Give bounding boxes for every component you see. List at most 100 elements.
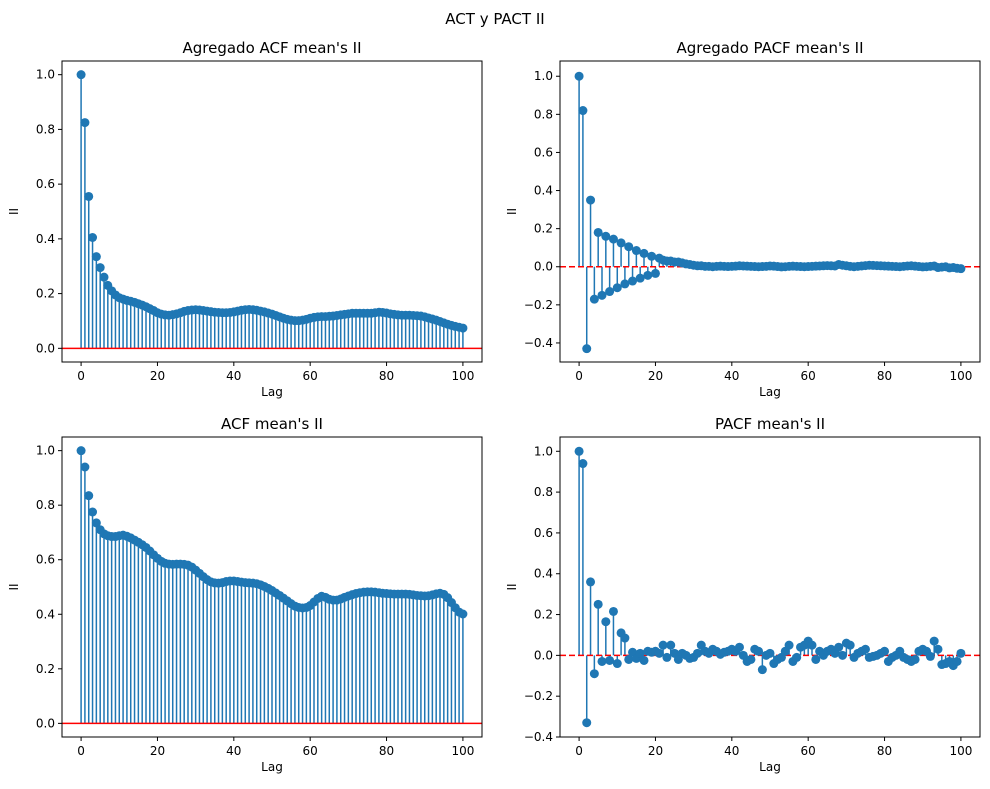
- x-tick-label: 0: [77, 744, 85, 758]
- data-point: [910, 654, 920, 664]
- stem-markers: [76, 446, 468, 619]
- data-point: [593, 599, 603, 609]
- data-point: [608, 234, 618, 244]
- axes-frame: [559, 436, 981, 738]
- data-point: [807, 640, 817, 650]
- data-point: [589, 669, 599, 679]
- x-tick-label: 80: [877, 744, 892, 758]
- x-tick-label: 100: [949, 369, 972, 383]
- data-point: [582, 344, 592, 354]
- y-tick-label: 0.2: [36, 287, 55, 301]
- data-point: [624, 654, 634, 664]
- axes-frame: [559, 60, 981, 363]
- x-tick-label: 20: [150, 744, 165, 758]
- data-point: [639, 248, 649, 258]
- x-axis-label: Lag: [261, 385, 283, 399]
- x-tick-label: 80: [877, 369, 892, 383]
- data-point: [574, 446, 584, 456]
- data-point: [765, 648, 775, 658]
- x-tick-label: 0: [77, 369, 85, 383]
- subplot-title: Agregado PACF mean's II: [676, 39, 863, 57]
- data-point: [574, 71, 584, 81]
- y-tick-label: −0.4: [524, 730, 553, 744]
- x-tick-label: 60: [303, 369, 318, 383]
- y-tick-label: 0.4: [36, 232, 55, 246]
- y-tick-label: 0.6: [534, 526, 553, 540]
- y-tick-label: 0.0: [36, 341, 55, 355]
- data-point: [647, 251, 657, 261]
- data-point: [605, 287, 615, 297]
- x-tick-label: 100: [451, 369, 474, 383]
- data-point: [792, 652, 802, 662]
- data-point: [635, 273, 645, 283]
- y-tick-label: 0.2: [534, 222, 553, 236]
- data-point: [91, 252, 101, 262]
- x-axis-label: Lag: [759, 385, 781, 399]
- x-tick-label: 40: [724, 369, 739, 383]
- x-axis-label: Lag: [759, 760, 781, 774]
- data-point: [76, 446, 86, 456]
- x-tick-label: 100: [451, 744, 474, 758]
- axes-frame: [61, 60, 483, 363]
- data-point: [643, 270, 653, 280]
- data-point: [458, 323, 468, 333]
- x-tick-label: 20: [150, 369, 165, 383]
- data-point: [838, 650, 848, 660]
- data-point: [586, 577, 596, 587]
- data-point: [597, 656, 607, 666]
- data-point: [925, 651, 935, 661]
- data-point: [91, 518, 101, 528]
- y-axis-label: II: [505, 583, 519, 590]
- data-point: [586, 195, 596, 205]
- x-axis-label: Lag: [261, 760, 283, 774]
- data-point: [811, 654, 821, 664]
- y-tick-label: −0.2: [524, 298, 553, 312]
- data-point: [952, 656, 962, 666]
- data-point: [88, 507, 98, 517]
- y-tick-label: −0.4: [524, 336, 553, 350]
- x-tick-label: 100: [949, 744, 972, 758]
- data-point: [860, 644, 870, 654]
- data-point: [612, 283, 622, 293]
- data-point: [608, 606, 618, 616]
- y-tick-label: 0.2: [36, 662, 55, 676]
- data-point: [593, 227, 603, 237]
- data-point: [631, 246, 641, 256]
- y-tick-label: 0.4: [36, 607, 55, 621]
- data-point: [635, 648, 645, 658]
- subplot-title: PACF mean's II: [715, 415, 825, 433]
- axes-frame: [61, 436, 483, 738]
- stem-lines: [80, 74, 464, 349]
- stem-markers: [76, 70, 468, 333]
- data-point: [628, 276, 638, 286]
- data-point: [880, 646, 890, 656]
- data-point: [757, 665, 767, 675]
- data-point: [666, 640, 676, 650]
- y-tick-label: 0.0: [534, 260, 553, 274]
- data-point: [784, 640, 794, 650]
- x-tick-label: 40: [226, 744, 241, 758]
- y-axis-label: II: [7, 208, 21, 215]
- stem-lines: [578, 76, 962, 349]
- subplot-title: ACF mean's II: [221, 415, 323, 433]
- y-tick-label: 0.4: [534, 184, 553, 198]
- subplot-grid: 0 20 40 60 80 100 0.0 0.2 0.4 0.6 0.8 1.0 Agregado A…: [7, 39, 981, 774]
- data-point: [601, 617, 611, 627]
- data-point: [80, 462, 90, 472]
- data-point: [956, 264, 966, 274]
- data-point: [589, 294, 599, 304]
- x-tick-label: 0: [575, 369, 583, 383]
- data-point: [662, 652, 672, 662]
- data-point: [578, 459, 588, 469]
- data-point: [578, 106, 588, 116]
- data-point: [99, 272, 109, 282]
- y-tick-label: 0.8: [36, 498, 55, 512]
- x-tick-label: 60: [801, 369, 816, 383]
- data-point: [620, 279, 630, 289]
- subplot-1: 0 20 40 60 80 100 0.0 0.2 0.4 0.6 0.8 1.0 Agregado A…: [7, 39, 483, 399]
- data-point: [639, 655, 649, 665]
- data-point: [88, 232, 98, 242]
- data-point: [834, 642, 844, 652]
- data-point: [612, 659, 622, 669]
